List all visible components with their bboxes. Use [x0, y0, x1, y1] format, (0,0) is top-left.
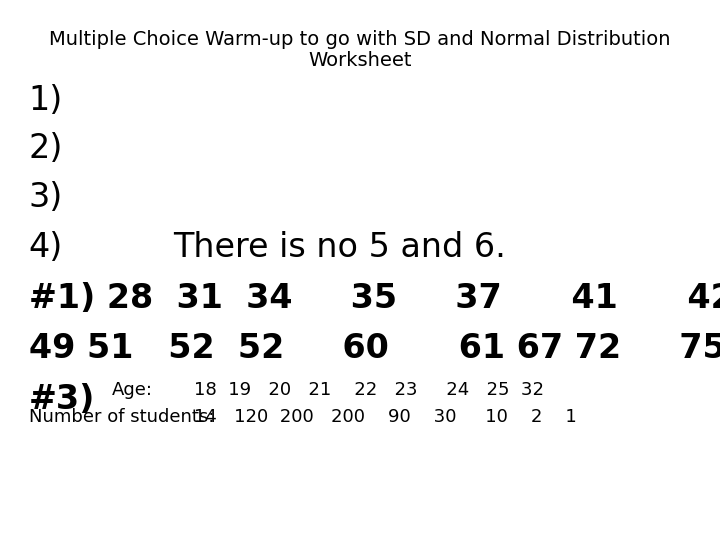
Text: 18  19   20   21    22   23     24   25  32: 18 19 20 21 22 23 24 25 32 — [194, 381, 544, 399]
Text: 3): 3) — [29, 181, 63, 214]
Text: 1): 1) — [29, 84, 63, 117]
Text: Worksheet: Worksheet — [308, 51, 412, 70]
Text: 4): 4) — [29, 231, 63, 264]
Text: 2): 2) — [29, 132, 63, 165]
Text: #1) 28  31  34     35     37      41      42      42 42 47: #1) 28 31 34 35 37 41 42 42 42 47 — [29, 282, 720, 315]
Text: There is no 5 and 6.: There is no 5 and 6. — [173, 231, 505, 264]
Text: Multiple Choice Warm-up to go with SD and Normal Distribution: Multiple Choice Warm-up to go with SD an… — [49, 30, 671, 49]
Text: Age:: Age: — [112, 381, 153, 399]
Text: Number of students:: Number of students: — [29, 408, 214, 426]
Text: 14   120  200   200    90    30     10    2    1: 14 120 200 200 90 30 10 2 1 — [194, 408, 577, 426]
Text: #3): #3) — [29, 383, 95, 416]
Text: 49 51   52  52     60      61 67 72     75 77: 49 51 52 52 60 61 67 72 75 77 — [29, 332, 720, 365]
